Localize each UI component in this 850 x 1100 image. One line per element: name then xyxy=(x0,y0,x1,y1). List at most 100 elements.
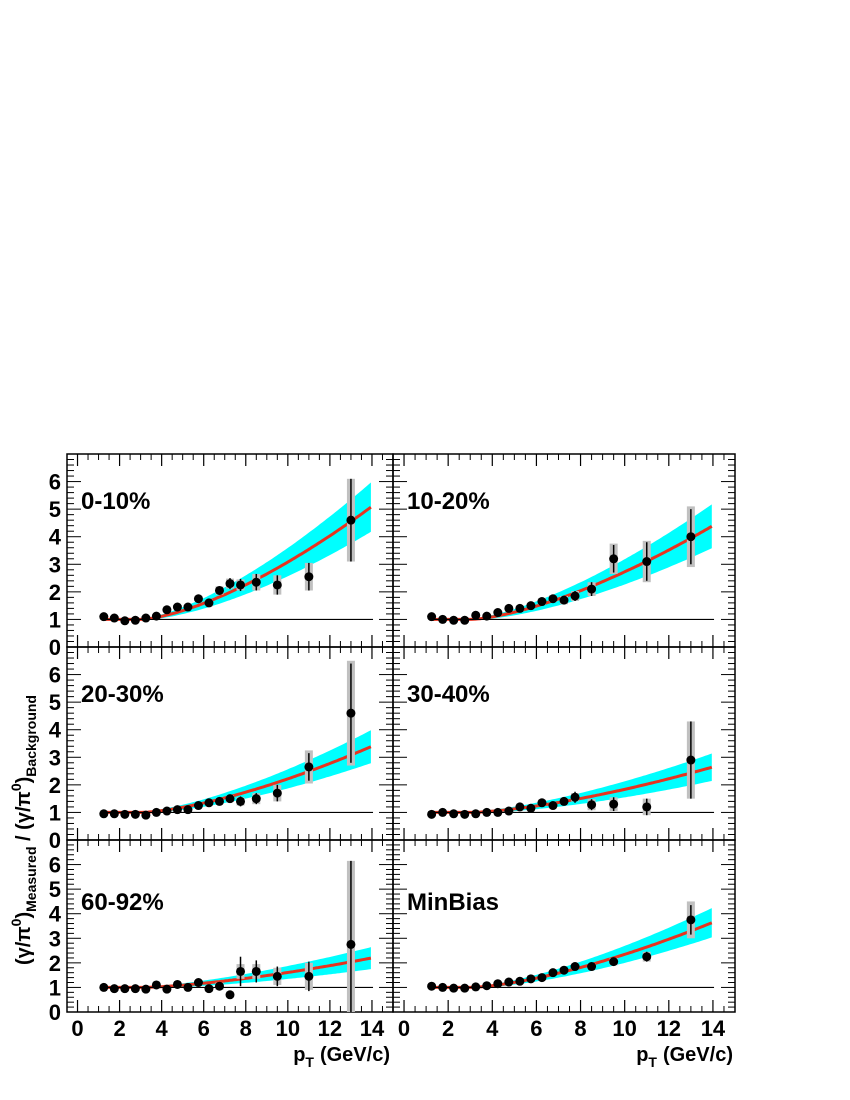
data-point xyxy=(304,762,314,772)
data-point xyxy=(526,803,536,813)
data-point xyxy=(548,594,558,604)
data-point-group xyxy=(183,602,193,612)
data-point-group xyxy=(120,616,130,626)
data-point-group xyxy=(460,983,470,993)
data-point-group xyxy=(609,797,619,812)
data-point xyxy=(504,977,514,987)
data-point-group xyxy=(609,957,619,967)
data-point xyxy=(460,983,470,993)
data-point-group xyxy=(642,951,652,962)
data-point-group xyxy=(225,578,235,590)
y-tick-label: 6 xyxy=(49,470,61,495)
data-point xyxy=(346,708,356,718)
x-axis-title-main: p xyxy=(293,1044,305,1066)
data-point-group xyxy=(130,984,140,994)
data-point-group xyxy=(526,974,536,984)
data-point xyxy=(346,515,356,525)
data-point-group xyxy=(526,601,536,611)
data-point-group xyxy=(204,598,214,608)
data-point xyxy=(548,968,558,978)
y-axis-title: (γ/π0)Measured / (γ/π0)Background xyxy=(8,695,39,965)
data-point-group xyxy=(460,809,470,819)
data-point xyxy=(559,796,569,806)
y-tick-label: 1 xyxy=(49,800,61,825)
data-point xyxy=(471,610,481,620)
x-tick-label: 8 xyxy=(574,1016,586,1041)
y-axis-title-part: ) xyxy=(13,777,35,784)
data-point xyxy=(438,982,448,992)
x-tick-label: 6 xyxy=(198,1016,210,1041)
data-point xyxy=(526,974,536,984)
data-point-group xyxy=(120,984,130,994)
data-point-group xyxy=(162,806,172,816)
data-point xyxy=(449,983,459,993)
data-point-group xyxy=(99,612,109,622)
data-point-group xyxy=(346,660,356,766)
data-point-group xyxy=(570,591,580,601)
y-axis-title-part: Measured xyxy=(23,847,39,912)
data-point xyxy=(449,615,459,625)
data-point xyxy=(109,984,119,994)
data-point xyxy=(193,978,203,988)
data-point xyxy=(493,608,503,618)
data-point-group xyxy=(438,982,448,992)
data-point-group xyxy=(449,809,459,819)
data-point-group xyxy=(504,977,514,987)
x-tick-label: 6 xyxy=(530,1016,542,1041)
data-point xyxy=(130,615,140,625)
data-point-group xyxy=(504,603,514,613)
x-tick-label: 14 xyxy=(360,1016,385,1041)
data-point xyxy=(304,971,314,981)
y-tick-label: 4 xyxy=(49,902,62,927)
data-point-group xyxy=(304,562,314,591)
data-point xyxy=(214,796,224,806)
data-point-group xyxy=(304,961,314,992)
data-point-group xyxy=(482,611,492,621)
panel-frame xyxy=(392,839,736,1013)
x-tick-label: 0 xyxy=(398,1016,410,1041)
x-tick-label: 10 xyxy=(276,1016,300,1041)
data-point-group xyxy=(515,976,525,986)
data-point xyxy=(438,614,448,624)
data-point xyxy=(172,602,182,612)
data-point-group xyxy=(183,982,193,992)
data-point-group xyxy=(427,809,437,819)
data-point xyxy=(272,580,282,590)
data-point-group xyxy=(99,982,109,992)
y-axis-title-part: 0 xyxy=(8,783,24,791)
data-point xyxy=(151,611,161,621)
data-point xyxy=(162,605,172,615)
data-point-group xyxy=(642,798,652,816)
data-point-group xyxy=(183,805,193,815)
data-point-group xyxy=(193,594,203,604)
data-point xyxy=(214,981,224,991)
data-point xyxy=(548,801,558,811)
y-tick-label: 5 xyxy=(49,690,61,715)
data-point-group xyxy=(109,613,119,623)
data-point xyxy=(609,554,619,564)
data-point xyxy=(130,809,140,819)
y-axis-title-part: 0 xyxy=(8,918,24,926)
data-point-group xyxy=(120,809,130,819)
y-tick-label: 5 xyxy=(49,877,61,902)
data-point xyxy=(99,612,109,622)
data-point xyxy=(482,981,492,991)
x-axis-title-subscript: T xyxy=(305,1054,314,1070)
data-point-group xyxy=(438,614,448,624)
data-point xyxy=(99,982,109,992)
panel-label: 60-92% xyxy=(81,889,164,916)
y-tick-label: 4 xyxy=(49,525,62,550)
data-point-group xyxy=(204,798,214,808)
data-point xyxy=(686,532,696,542)
data-point xyxy=(559,965,569,975)
data-point-group xyxy=(236,956,246,987)
y-axis-title-part: Background xyxy=(23,695,39,777)
data-point xyxy=(609,799,619,809)
fit-uncertainty-band xyxy=(103,482,371,621)
y-tick-label: 6 xyxy=(49,853,61,878)
data-point xyxy=(236,796,246,806)
data-point-group xyxy=(151,980,161,990)
data-point xyxy=(120,984,130,994)
